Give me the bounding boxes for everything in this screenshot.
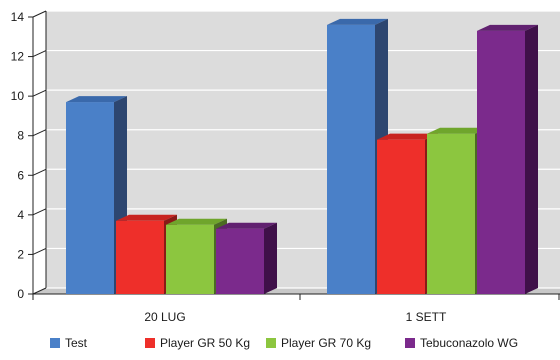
bar — [477, 30, 525, 294]
chart-legend: Test Player GR 50 Kg Player GR 70 Kg Teb… — [0, 336, 560, 356]
y-tick-label: 8 — [17, 129, 24, 143]
legend-label: Tebuconazolo WG — [420, 336, 519, 350]
bar — [66, 102, 114, 294]
y-tick-label: 2 — [17, 247, 24, 261]
y-tick-label: 0 — [17, 287, 24, 301]
gridline-depth — [32, 89, 47, 97]
bar — [327, 24, 375, 295]
gridline-depth — [32, 129, 47, 137]
y-tick-label: 14 — [11, 10, 25, 24]
bar — [377, 139, 425, 294]
gridline-depth — [32, 10, 47, 18]
legend-swatch — [145, 338, 155, 348]
legend-label: Player GR 70 Kg — [281, 336, 372, 350]
legend-swatch — [50, 338, 60, 348]
bar — [216, 228, 264, 294]
y-tick-label: 12 — [11, 50, 25, 64]
legend-swatch — [266, 338, 276, 348]
bar-top-face — [427, 127, 488, 134]
legend-item-player-gr-70: Player GR 70 Kg — [266, 336, 371, 350]
x-category-label: 20 LUG — [144, 310, 185, 324]
gridline-depth — [32, 50, 47, 58]
bar-side-face — [525, 24, 538, 294]
bar-top-face — [116, 214, 177, 221]
legend-item-test: Test — [50, 336, 87, 350]
legend-label: Player GR 50 Kg — [160, 336, 251, 350]
legend-label: Test — [65, 336, 88, 350]
legend-item-player-gr-50: Player GR 50 Kg — [145, 336, 250, 350]
x-category-label: 1 SETT — [406, 310, 447, 324]
chart-canvas: 0 2 4 6 8 10 12 14 20 LUG 1 SETT — [11, 10, 560, 324]
bar — [166, 224, 214, 294]
bar-top-face — [377, 133, 438, 140]
gridline-depth — [32, 247, 47, 255]
bar-top-face — [477, 24, 538, 31]
bar — [116, 220, 164, 294]
gridline-depth — [32, 208, 47, 216]
bar-side-face — [264, 222, 277, 294]
bar-top-face — [66, 96, 127, 103]
y-tick-label: 4 — [17, 208, 24, 222]
legend-swatch — [405, 338, 415, 348]
bar-top-face — [327, 18, 388, 25]
gridline-depth — [32, 287, 47, 295]
bar-top-face — [166, 218, 227, 225]
gridline-depth — [32, 168, 47, 176]
y-tick-label: 6 — [17, 168, 24, 182]
legend-item-tebuconazolo: Tebuconazolo WG — [405, 336, 518, 350]
bar — [427, 133, 475, 294]
bar-top-face — [216, 222, 277, 229]
y-tick-label: 10 — [11, 89, 25, 103]
